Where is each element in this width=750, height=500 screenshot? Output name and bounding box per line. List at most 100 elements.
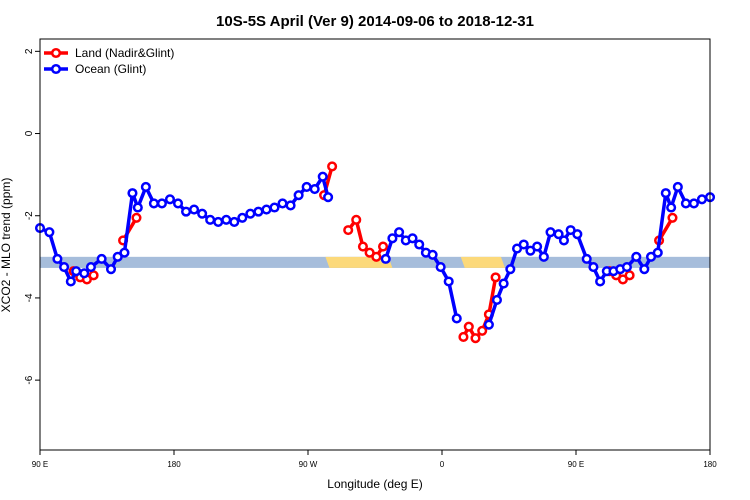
- land-band-2: [460, 256, 505, 268]
- series-ocean-point-1-26: [229, 216, 240, 227]
- series-land-point-4-3: [357, 241, 368, 252]
- series-ocean-point-1-30: [261, 204, 272, 215]
- x-tick-label: 90 E: [32, 460, 48, 469]
- series-ocean-point-3-15: [581, 253, 592, 264]
- series-ocean-point-3-16: [588, 262, 599, 273]
- series-ocean-point-1-38: [323, 192, 334, 203]
- x-tick-label: 90 E: [568, 460, 584, 469]
- series-ocean-point-1-13: [127, 188, 138, 199]
- y-tick-label: 2: [24, 48, 35, 54]
- series-ocean-point-1-7: [79, 268, 90, 279]
- series-ocean-point-1-29: [253, 206, 264, 217]
- series-ocean: [34, 171, 716, 330]
- x-axis-label: Longitude (deg E): [327, 477, 422, 491]
- series-ocean-point-3-27: [666, 202, 677, 213]
- series-land-point-1-4: [88, 270, 99, 281]
- series-ocean-point-2-9: [435, 262, 446, 273]
- series-ocean-point-3-4: [505, 264, 516, 275]
- series-ocean-point-1-18: [164, 194, 176, 205]
- series-ocean-point-1-3: [52, 253, 63, 264]
- series-ocean-point-1-6: [71, 266, 82, 277]
- series-ocean-point-1-21: [189, 204, 200, 215]
- series-ocean-point-3-29: [680, 198, 691, 209]
- x-tick-label: 180: [167, 460, 181, 469]
- series-ocean-point-3-6: [518, 239, 529, 250]
- series-land-point-6-4: [624, 270, 635, 281]
- chart-title: 10S-5S April (Ver 9) 2014-09-06 to 2018-…: [216, 13, 534, 30]
- series-land-point-4-5: [371, 251, 382, 262]
- series-ocean-point-1-5: [65, 276, 76, 287]
- series-ocean-point-1-2: [44, 227, 55, 238]
- series-ocean-point-2-8: [427, 249, 438, 260]
- series-ocean-point-2-11: [451, 313, 462, 324]
- series-ocean-point-1-25: [221, 214, 232, 225]
- series-ocean-point-1-16: [148, 198, 159, 209]
- series-ocean-point-1-12: [119, 247, 130, 258]
- series-ocean-point-3-11: [553, 229, 564, 240]
- axes: -6 -4 -2 0 2 90 E 180 90 W 0 90 E 180: [24, 38, 717, 469]
- series-ocean-point-1-17: [156, 198, 167, 209]
- series-land-point-5-1: [458, 331, 469, 343]
- series-land-point-5-2: [463, 321, 474, 332]
- series-ocean-point-3-26: [660, 188, 671, 199]
- series-ocean-point-3-1: [483, 319, 494, 330]
- series-ocean-point-2-10: [443, 276, 454, 287]
- x-tick-label: 0: [440, 460, 445, 469]
- series-ocean-point-1-35: [301, 181, 312, 193]
- series-ocean-point-3-21: [621, 262, 632, 273]
- series-ocean-point-3-14: [572, 229, 583, 240]
- series-ocean-point-1-31: [269, 202, 280, 213]
- series-land-point-2-2: [131, 212, 142, 223]
- series-ocean-point-1-10: [105, 264, 117, 275]
- series-ocean-point-1-28: [245, 208, 256, 219]
- y-axis-label: XCO2 - MLO trend (ppm): [0, 178, 13, 313]
- series-ocean-point-2-1: [380, 253, 391, 264]
- series-ocean-point-1-37: [317, 171, 328, 182]
- series-ocean-point-3-23: [639, 264, 650, 275]
- series-ocean-point-1-34: [293, 190, 304, 201]
- series-ocean-point-2-2: [387, 233, 398, 244]
- series-ocean-point-3-28: [672, 181, 683, 193]
- y-tick-label: 0: [24, 130, 35, 136]
- legend-label-ocean: Ocean (Glint): [75, 62, 146, 76]
- series-ocean-point-3-30: [688, 198, 699, 209]
- series-ocean-point-1-8: [85, 262, 96, 273]
- legend-label-land: Land (Nadir&Glint): [75, 46, 174, 60]
- series-ocean-point-1-22: [197, 208, 208, 219]
- series-ocean-point-1-32: [277, 198, 288, 209]
- series-ocean-point-1-36: [309, 183, 320, 195]
- series-ocean-point-3-12: [558, 235, 569, 246]
- series-land-point-5-6: [490, 272, 501, 283]
- legend: Land (Nadir&Glint) Ocean (Glint): [44, 46, 174, 76]
- y-tick-label: -2: [24, 211, 35, 220]
- series-ocean-point-3-9: [538, 251, 549, 262]
- series-ocean-point-3-3: [498, 278, 509, 289]
- series-ocean-point-2-6: [414, 239, 425, 250]
- series-land-point-5-3: [470, 333, 481, 344]
- series-ocean-point-3-25: [652, 247, 663, 258]
- x-tick-label: 180: [703, 460, 717, 469]
- series-ocean-point-1-19: [172, 198, 184, 209]
- series-ocean-point-1-24: [213, 216, 224, 227]
- series-ocean-point-3-22: [631, 251, 642, 262]
- series-ocean-line-3: [487, 185, 711, 326]
- series-layer: [34, 161, 716, 344]
- series-ocean-point-3-8: [532, 241, 543, 252]
- series-land-point-4-6: [377, 241, 389, 252]
- series-ocean-point-1-9: [96, 253, 107, 264]
- series-ocean-point-1-27: [237, 212, 248, 223]
- y-tick-label: -6: [24, 375, 35, 384]
- series-land-point-4-2: [351, 214, 362, 225]
- series-land-point-5-4: [477, 325, 488, 336]
- series-ocean-point-3-17: [595, 276, 606, 287]
- legend-marker-ocean: [50, 63, 62, 75]
- legend-marker-land: [50, 47, 62, 59]
- series-ocean-point-2-5: [407, 233, 418, 244]
- y-tick-label: -4: [24, 293, 35, 302]
- series-ocean-point-3-2: [491, 294, 502, 306]
- series-ocean-point-3-10: [545, 227, 556, 238]
- series-ocean-point-1-23: [205, 214, 216, 225]
- series-ocean-point-1-33: [285, 200, 296, 211]
- series-land-point-7-2: [667, 212, 678, 223]
